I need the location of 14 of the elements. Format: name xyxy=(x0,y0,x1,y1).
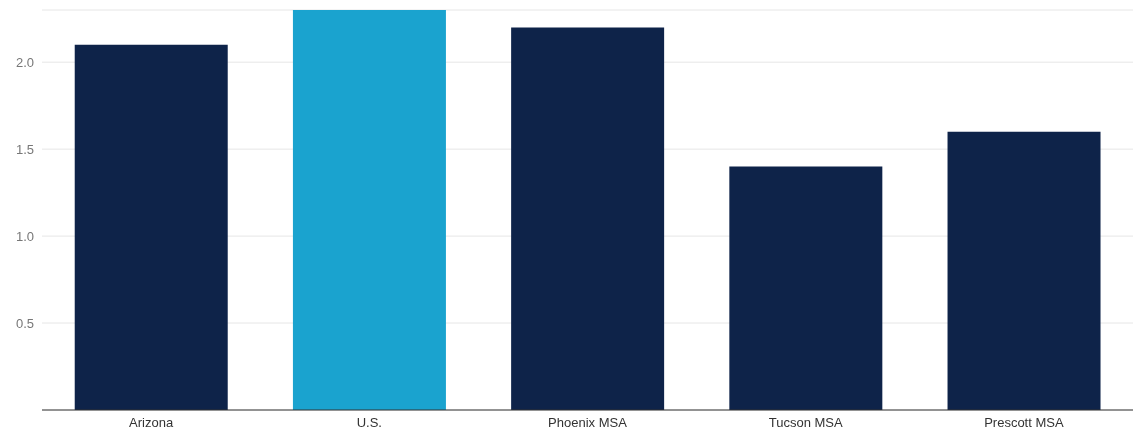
y-tick-label: 1.5 xyxy=(15,141,34,157)
x-tick-label: Prescott MSA xyxy=(984,415,1064,431)
bar xyxy=(511,27,665,410)
x-tick-label: Arizona xyxy=(129,415,174,431)
y-tick-label: 1.0 xyxy=(15,228,34,244)
bar xyxy=(729,166,883,410)
bar xyxy=(947,131,1101,410)
bar xyxy=(292,10,446,410)
x-tick-label: Phoenix MSA xyxy=(548,415,628,431)
y-tick-label: 2.0 xyxy=(15,54,34,70)
x-tick-label: U.S. xyxy=(356,415,382,431)
bar xyxy=(74,44,228,410)
x-tick-label: Tucson MSA xyxy=(768,415,843,431)
y-tick-label: 0.5 xyxy=(15,315,34,331)
